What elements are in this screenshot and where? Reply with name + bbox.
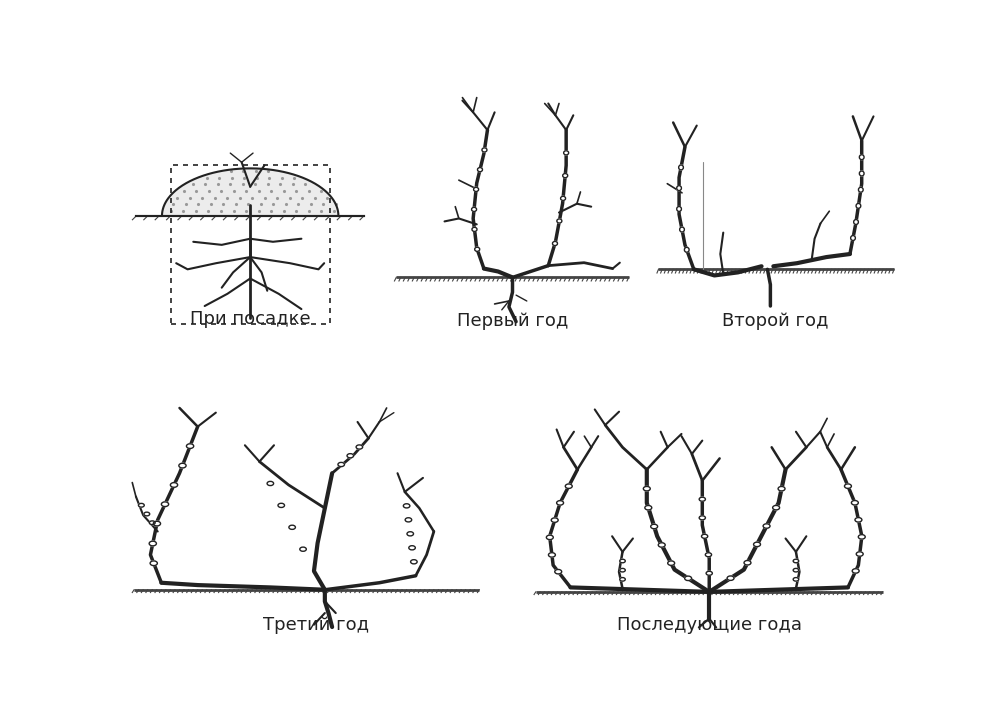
Circle shape xyxy=(409,546,415,550)
Circle shape xyxy=(677,207,681,212)
Circle shape xyxy=(705,553,712,557)
Circle shape xyxy=(793,559,799,563)
Circle shape xyxy=(356,445,363,449)
Circle shape xyxy=(161,502,169,506)
Circle shape xyxy=(727,576,734,581)
Circle shape xyxy=(778,486,785,491)
Circle shape xyxy=(858,535,865,539)
Circle shape xyxy=(138,503,144,507)
Circle shape xyxy=(482,148,487,152)
Circle shape xyxy=(793,578,799,581)
Circle shape xyxy=(267,481,274,485)
Circle shape xyxy=(680,227,684,232)
Text: Второй год: Второй год xyxy=(722,312,828,330)
Circle shape xyxy=(278,503,285,508)
Circle shape xyxy=(548,553,555,557)
Circle shape xyxy=(474,187,479,192)
Circle shape xyxy=(564,151,569,155)
Circle shape xyxy=(150,561,157,566)
Circle shape xyxy=(620,578,625,581)
Circle shape xyxy=(620,568,625,572)
Circle shape xyxy=(472,207,477,212)
Circle shape xyxy=(338,463,344,467)
Circle shape xyxy=(179,463,186,468)
Circle shape xyxy=(699,516,705,520)
Circle shape xyxy=(403,504,410,508)
Circle shape xyxy=(744,561,751,565)
Circle shape xyxy=(706,571,712,576)
Circle shape xyxy=(859,171,864,176)
Circle shape xyxy=(563,174,568,178)
Circle shape xyxy=(557,219,562,223)
Circle shape xyxy=(651,524,658,528)
Circle shape xyxy=(855,518,862,522)
Circle shape xyxy=(856,552,863,556)
Circle shape xyxy=(472,227,477,232)
Circle shape xyxy=(407,532,414,536)
Circle shape xyxy=(658,543,665,547)
Circle shape xyxy=(685,576,692,581)
Circle shape xyxy=(643,486,650,491)
Circle shape xyxy=(170,483,178,488)
Circle shape xyxy=(186,444,194,448)
Circle shape xyxy=(475,247,480,252)
Circle shape xyxy=(679,165,683,170)
Circle shape xyxy=(565,484,572,488)
Circle shape xyxy=(405,518,412,522)
Circle shape xyxy=(144,512,150,516)
Circle shape xyxy=(699,497,705,501)
Circle shape xyxy=(411,560,417,564)
Circle shape xyxy=(851,235,855,240)
Circle shape xyxy=(551,518,558,523)
Circle shape xyxy=(149,521,155,525)
Circle shape xyxy=(668,561,675,566)
Circle shape xyxy=(300,547,306,551)
Circle shape xyxy=(851,500,858,505)
Polygon shape xyxy=(162,169,338,216)
Text: Третий год: Третий год xyxy=(263,616,369,634)
Circle shape xyxy=(677,186,681,191)
Circle shape xyxy=(844,484,851,488)
Circle shape xyxy=(754,542,760,546)
Circle shape xyxy=(477,167,482,172)
Circle shape xyxy=(852,568,859,573)
Circle shape xyxy=(289,526,295,529)
Circle shape xyxy=(854,220,858,225)
Text: Первый год: Первый год xyxy=(457,312,568,330)
Circle shape xyxy=(555,569,562,574)
Circle shape xyxy=(856,204,861,208)
Circle shape xyxy=(557,500,564,505)
Circle shape xyxy=(149,541,156,546)
Circle shape xyxy=(859,154,864,159)
Circle shape xyxy=(684,247,689,252)
Circle shape xyxy=(546,535,553,540)
Circle shape xyxy=(793,568,799,572)
Circle shape xyxy=(701,534,708,538)
Circle shape xyxy=(153,521,161,526)
Circle shape xyxy=(763,524,770,528)
Circle shape xyxy=(561,197,566,200)
Circle shape xyxy=(645,506,652,510)
Text: При посадке: При посадке xyxy=(190,310,311,328)
Circle shape xyxy=(858,187,863,192)
Circle shape xyxy=(620,559,625,563)
Text: Последующие года: Последующие года xyxy=(617,616,802,634)
Circle shape xyxy=(552,242,557,245)
Circle shape xyxy=(347,453,354,458)
Circle shape xyxy=(773,506,780,510)
